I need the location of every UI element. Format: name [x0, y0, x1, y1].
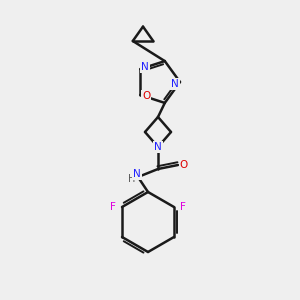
Text: O: O: [180, 160, 188, 170]
Text: N: N: [133, 169, 141, 179]
Text: N: N: [171, 79, 179, 89]
Text: O: O: [142, 91, 150, 101]
Text: N: N: [141, 62, 149, 72]
Text: N: N: [154, 142, 162, 152]
Text: F: F: [180, 202, 186, 212]
Text: H: H: [128, 174, 136, 184]
Text: F: F: [110, 202, 116, 212]
